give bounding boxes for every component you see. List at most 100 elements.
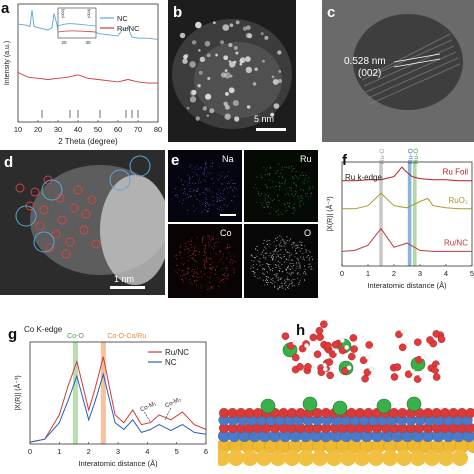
eds-pixel <box>183 262 185 264</box>
eds-pixel <box>189 249 191 251</box>
eds-pixel <box>284 279 286 281</box>
eds-pixel <box>234 182 236 184</box>
nanoparticle <box>233 45 238 50</box>
eds-pixel <box>210 235 212 237</box>
eds-pixel <box>277 236 279 238</box>
eds-pixel <box>269 187 271 189</box>
oxygen-atom <box>432 373 441 381</box>
eds-pixel <box>292 267 294 269</box>
eds-pixel <box>217 241 219 243</box>
eds-pixel <box>250 260 252 262</box>
eds-pixel <box>282 271 284 273</box>
oxygen-atom <box>414 338 422 346</box>
eds-pixel <box>182 278 183 280</box>
eds-pixel <box>218 254 220 256</box>
eds-pixel <box>181 279 182 281</box>
eds-pixel <box>276 251 278 253</box>
eds-pixel <box>291 171 293 173</box>
eds-pixel <box>210 252 212 254</box>
eds-pixel <box>266 204 268 205</box>
eds-pixel <box>193 167 195 169</box>
eds-pixel <box>263 269 265 271</box>
eds-pixel <box>263 249 265 251</box>
eds-pixel <box>182 184 184 185</box>
series-label: Ru/NC <box>444 238 468 247</box>
eds-pixel <box>289 262 291 264</box>
eds-pixel <box>210 240 212 242</box>
eds-pixel <box>253 260 255 262</box>
eds-map-ru: Ru <box>244 150 318 222</box>
substrate-atom <box>298 450 314 466</box>
eds-pixel <box>211 286 212 288</box>
eds-pixel <box>300 174 301 176</box>
eds-pixel <box>175 270 177 272</box>
xtick-label: 5 <box>470 269 474 278</box>
eds-pixel <box>265 198 267 200</box>
eds-pixel <box>193 171 195 173</box>
eds-pixel <box>198 182 200 184</box>
nanoparticle <box>277 50 282 55</box>
eds-pixel <box>225 176 227 178</box>
eds-pixel <box>213 245 215 247</box>
eds-pixel <box>212 196 214 198</box>
eds-pixel <box>309 266 311 268</box>
xtick-label: 40 <box>74 125 82 134</box>
eds-pixel <box>299 204 301 206</box>
eds-pixel <box>284 211 286 213</box>
eds-pixel <box>251 255 253 256</box>
eds-pixel <box>292 263 294 265</box>
eds-pixel <box>269 243 271 245</box>
eds-pixel <box>282 287 284 289</box>
eds-pixel <box>266 185 268 187</box>
eds-pixel <box>187 271 188 273</box>
eds-pixel <box>277 279 279 281</box>
oxygen-atom <box>325 358 333 366</box>
oxygen-atom <box>331 340 340 349</box>
xtick-label: 2 <box>87 447 91 456</box>
nanoparticle <box>222 24 230 31</box>
eds-pixel <box>210 286 212 288</box>
legend-label: Ru/NC <box>165 348 189 357</box>
eds-pixel <box>270 167 271 169</box>
nanoparticle <box>270 112 275 117</box>
xtick-label: 30 <box>54 125 62 134</box>
eds-pixel <box>209 264 211 266</box>
eds-pixel <box>277 288 279 290</box>
eds-pixel <box>219 177 221 179</box>
eds-pixel <box>278 250 280 252</box>
eds-pixel <box>226 183 228 185</box>
eds-pixel <box>180 246 181 248</box>
eds-pixel <box>284 166 286 168</box>
eds-pixel <box>285 258 287 260</box>
atom-marker-blue <box>33 231 55 253</box>
eds-pixel <box>199 166 201 168</box>
eds-pixel <box>274 250 276 252</box>
eds-pixel <box>288 252 290 254</box>
eds-pixel <box>215 253 217 255</box>
eds-pixel <box>210 267 211 269</box>
nanoparticle <box>228 42 233 48</box>
eds-pixel <box>284 282 286 284</box>
eds-pixel <box>233 255 235 257</box>
eds-pixel <box>310 266 312 268</box>
eds-pixel <box>282 182 284 184</box>
eds-pixel <box>208 235 210 237</box>
eds-pixel <box>176 194 178 196</box>
eds-pixel <box>271 254 273 256</box>
eds-pixel <box>279 235 281 237</box>
eds-pixel <box>175 188 176 190</box>
eds-pixel <box>197 276 199 278</box>
ru-atom <box>260 398 276 414</box>
eds-pixel <box>194 189 195 191</box>
nanoparticle <box>245 32 252 39</box>
eds-pixel <box>296 245 298 247</box>
eds-pixel <box>263 255 265 257</box>
eds-pixel <box>272 259 274 261</box>
eds-pixel <box>295 244 297 246</box>
eds-pixel <box>295 268 297 270</box>
nanoparticle <box>191 89 197 95</box>
eds-pixel <box>250 267 252 269</box>
eds-pixel <box>209 267 211 269</box>
eds-pixel <box>224 198 226 200</box>
